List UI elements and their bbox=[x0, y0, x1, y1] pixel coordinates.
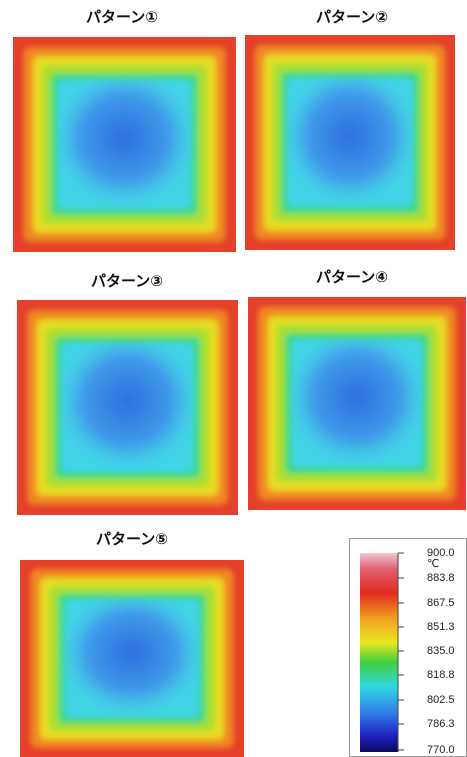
cold-core bbox=[287, 78, 413, 207]
panel-label: パターン④ bbox=[316, 269, 388, 286]
panel-label: パターン① bbox=[86, 9, 158, 26]
page: パターン① パターン② パターン③ パターン④ パターン⑤ ℃ 900.0 883.8 86… bbox=[0, 0, 467, 757]
heat-layers bbox=[17, 300, 238, 515]
heat-layers bbox=[13, 37, 236, 252]
cold-core bbox=[61, 343, 194, 472]
scale-label: 900.0 bbox=[427, 547, 455, 559]
scale-label: 770.0 bbox=[427, 744, 455, 756]
scale-label: 883.8 bbox=[427, 572, 455, 584]
panel-label: パターン② bbox=[316, 9, 388, 26]
heat-layers bbox=[245, 35, 455, 250]
thermal-image bbox=[13, 37, 236, 252]
scale-label: 802.5 bbox=[427, 694, 455, 706]
scale-bar bbox=[360, 553, 398, 752]
cold-core bbox=[65, 599, 199, 717]
panel-label: パターン③ bbox=[91, 273, 163, 290]
color-scale: ℃ 900.0 883.8 867.5 851.3 835.0 818.8 802.5 786… bbox=[350, 539, 467, 757]
cold-core bbox=[292, 340, 423, 468]
heat-layers bbox=[248, 297, 466, 510]
scale-label: 867.5 bbox=[427, 597, 455, 609]
scale-label: 851.3 bbox=[427, 621, 455, 633]
thermal-image bbox=[248, 297, 466, 510]
thermal-image bbox=[20, 560, 244, 757]
thermal-image bbox=[17, 300, 238, 515]
scale-label: 818.8 bbox=[427, 669, 455, 681]
unit: ℃ bbox=[427, 558, 439, 570]
thermal-image bbox=[245, 35, 455, 250]
scale-label: 835.0 bbox=[427, 645, 455, 657]
cold-core bbox=[58, 80, 192, 209]
panel-label: パターン⑤ bbox=[96, 531, 168, 548]
heat-layers bbox=[20, 560, 244, 757]
scale-label: 786.3 bbox=[427, 718, 455, 730]
